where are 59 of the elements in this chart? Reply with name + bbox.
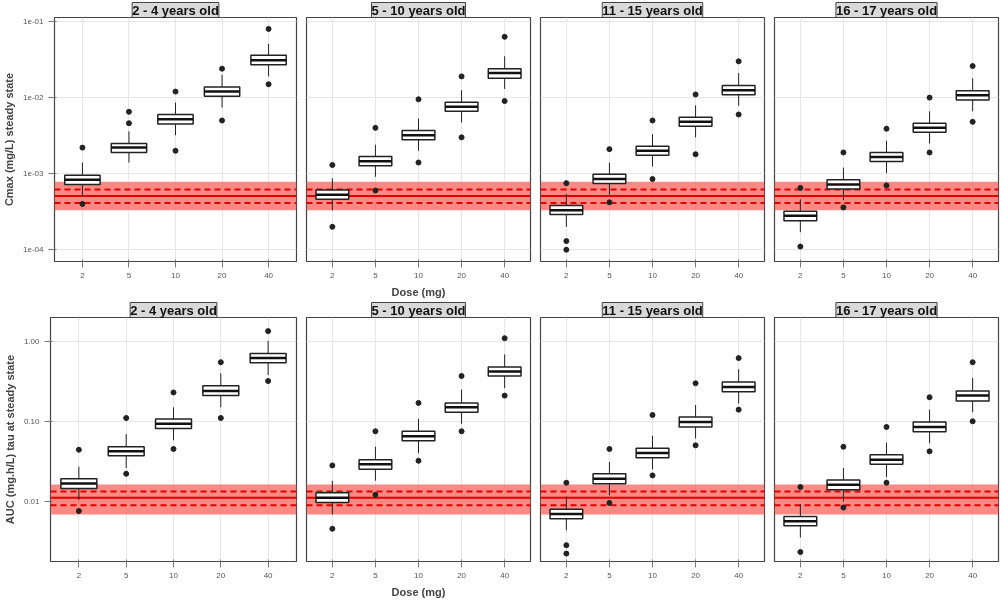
x-tick-label: 5 xyxy=(373,270,379,280)
y-tick-label: 0.01 xyxy=(23,496,41,506)
y-tick-label: 0.10 xyxy=(23,416,41,426)
x-tick-label: 20 xyxy=(216,570,226,580)
x-tick-label: 40 xyxy=(263,570,274,580)
x-tick-label: 5 xyxy=(841,570,847,580)
x-tick-label: 40 xyxy=(500,270,510,280)
x-tick-label: 2 xyxy=(330,570,336,580)
y-tick-label: 1e-04 xyxy=(23,245,45,255)
chart-title: 2 - 4 years old xyxy=(132,2,219,18)
chart-title: 16 - 17 years old xyxy=(835,302,938,318)
x-tick-label: 20 xyxy=(217,270,228,280)
x-tick-label: 2 xyxy=(564,270,570,280)
chart-title: 5 - 10 years old xyxy=(371,2,466,18)
x-tick-label: 20 xyxy=(691,270,701,280)
x-tick-label: 40 xyxy=(734,270,744,280)
x-tick-label: 10 xyxy=(882,570,892,580)
x-tick-label: 5 xyxy=(841,270,847,280)
x-tick-label: 10 xyxy=(414,570,424,580)
chart-title: 5 - 10 years old xyxy=(371,302,466,318)
x-tick-label: 2 xyxy=(330,270,336,280)
x-tick-label: 10 xyxy=(648,570,658,580)
y-tick-label: 1e-01 xyxy=(23,17,45,27)
y-axis-title: Cmax (mg/L) steady state xyxy=(3,72,16,207)
x-tick-label: 10 xyxy=(171,270,181,280)
x-axis-title: Dose (mg) xyxy=(391,585,446,598)
x-tick-label: 5 xyxy=(373,570,379,580)
y-tick-label: 1e-02 xyxy=(23,93,45,103)
y-tick-label: 1.00 xyxy=(23,337,41,347)
x-tick-label: 40 xyxy=(264,270,274,280)
x-tick-label: 40 xyxy=(734,570,744,580)
chart-title: 16 - 17 years old xyxy=(835,2,938,18)
y-tick-label: 1e-03 xyxy=(23,169,45,179)
x-tick-label: 10 xyxy=(648,270,658,280)
x-tick-label: 10 xyxy=(882,270,892,280)
x-tick-label: 2 xyxy=(76,570,82,580)
x-tick-label: 40 xyxy=(968,270,978,280)
x-tick-label: 10 xyxy=(169,570,179,580)
chart-title: 2 - 4 years old xyxy=(130,302,217,318)
x-tick-label: 20 xyxy=(457,270,467,280)
x-tick-label: 5 xyxy=(607,270,613,280)
x-axis-title: Dose (mg) xyxy=(391,285,446,298)
x-tick-label: 2 xyxy=(564,570,570,580)
chart-title: 11 - 15 years old xyxy=(602,302,703,318)
x-tick-label: 20 xyxy=(691,570,701,580)
x-tick-label: 40 xyxy=(500,570,510,580)
x-tick-label: 20 xyxy=(457,570,467,580)
x-tick-label: 20 xyxy=(925,570,935,580)
x-tick-label: 5 xyxy=(123,570,129,580)
x-tick-label: 2 xyxy=(798,270,804,280)
x-tick-label: 5 xyxy=(607,570,613,580)
x-tick-label: 2 xyxy=(798,570,804,580)
x-tick-label: 5 xyxy=(126,270,132,280)
chart-title: 11 - 15 years old xyxy=(602,2,703,18)
x-tick-label: 20 xyxy=(925,270,935,280)
x-tick-label: 2 xyxy=(80,270,86,280)
y-axis-title: AUC (mg.h/L) tau at steady state xyxy=(3,354,16,525)
x-tick-label: 40 xyxy=(968,570,978,580)
x-tick-label: 10 xyxy=(414,270,424,280)
